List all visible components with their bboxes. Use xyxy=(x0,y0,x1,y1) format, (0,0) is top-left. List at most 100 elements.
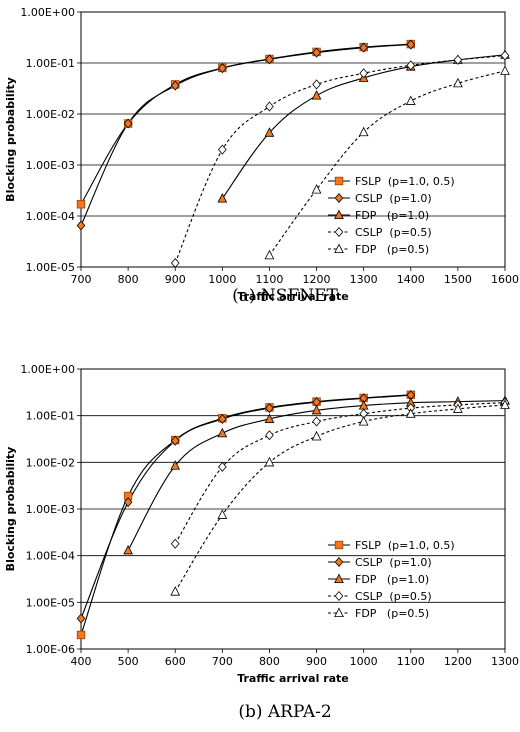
y-axis-title: Blocking probability xyxy=(4,77,17,202)
series-1-point xyxy=(76,613,86,624)
y-tick-label: 1.00E-05 xyxy=(26,596,75,609)
legend-marker xyxy=(334,556,344,568)
x-tick-label: 1200 xyxy=(303,273,331,286)
series-1-point xyxy=(265,403,274,414)
series-4-point xyxy=(453,403,463,413)
series-3-point xyxy=(265,101,274,112)
series-4-point xyxy=(311,430,322,441)
y-tick-label: 1.00E-04 xyxy=(26,550,75,563)
series-4-point xyxy=(264,456,275,467)
legend-label: FSLP (p=1.0, 0.5) xyxy=(355,539,455,552)
series-2-point xyxy=(311,90,322,100)
x-tick-label: 1500 xyxy=(444,273,472,286)
y-tick-label: 1.00E-03 xyxy=(26,159,75,172)
series-line-3 xyxy=(174,402,506,545)
series-1-point xyxy=(406,39,416,50)
legend-marker xyxy=(334,607,344,617)
x-tick-label: 700 xyxy=(212,655,233,668)
series-line-3 xyxy=(174,54,506,264)
series-0-point xyxy=(76,630,86,640)
series-2-point xyxy=(264,413,275,423)
series-4-point xyxy=(170,586,181,596)
y-tick-label: 1.00E+00 xyxy=(20,363,75,376)
x-tick-label: 1000 xyxy=(208,273,236,286)
series-1-point xyxy=(123,118,133,129)
series-2-point xyxy=(311,404,322,415)
legend-label: FDP (p=0.5) xyxy=(355,243,429,256)
y-tick-label: 1.00E-02 xyxy=(26,108,75,121)
x-axis-title: Traffic arrival rate xyxy=(237,290,349,303)
y-tick-label: 1.00E-01 xyxy=(26,57,75,70)
legend-label: CSLP (p=0.5) xyxy=(355,590,432,603)
series-3-point xyxy=(265,430,274,441)
x-tick-label: 1400 xyxy=(397,273,425,286)
figure-caption: (a) NSFNET xyxy=(232,286,338,306)
y-tick-label: 1.00E-02 xyxy=(26,456,75,469)
series-4-point xyxy=(405,95,416,105)
legend-marker xyxy=(334,243,344,254)
series-0-point xyxy=(76,200,86,209)
legend-marker xyxy=(334,590,344,602)
series-3-point xyxy=(500,50,510,61)
series-1-point xyxy=(218,63,227,74)
series-3-point xyxy=(170,538,180,549)
series-2-point xyxy=(217,427,228,438)
legend-marker xyxy=(334,573,344,583)
x-tick-label: 1200 xyxy=(444,655,472,668)
series-3-point xyxy=(312,416,321,427)
legend-marker xyxy=(334,176,344,186)
x-tick-label: 1100 xyxy=(255,273,283,286)
x-tick-label: 900 xyxy=(306,655,327,668)
figure-caption: (b) ARPA-2 xyxy=(238,702,331,722)
legend-marker xyxy=(334,209,344,220)
series-3-point xyxy=(453,54,463,65)
x-axis-title: Traffic arrival rate xyxy=(237,672,349,685)
x-tick-label: 700 xyxy=(71,273,92,286)
y-tick-label: 1.00E+00 xyxy=(20,6,75,19)
x-tick-label: 1600 xyxy=(491,273,519,286)
legend-marker xyxy=(334,540,344,550)
legend-label: CSLP (p=1.0) xyxy=(355,192,432,205)
legend-label: CSLP (p=0.5) xyxy=(355,226,432,239)
legend-marker xyxy=(334,192,344,204)
series-1-point xyxy=(123,497,133,508)
x-tick-label: 800 xyxy=(259,655,280,668)
series-2-point xyxy=(123,544,133,555)
series-1-point xyxy=(312,47,321,58)
x-tick-label: 1000 xyxy=(350,655,378,668)
series-4-point xyxy=(405,408,416,418)
legend-label: FDP (p=1.0) xyxy=(355,209,429,222)
y-axis-title: Blocking probability xyxy=(4,447,17,572)
chart-arpa2: 1.00E+00 1.00E-01 1.00E-02 1.00E-03 1.00E-04… xyxy=(4,363,519,722)
x-tick-label: 400 xyxy=(71,655,92,668)
x-tick-label: 800 xyxy=(118,273,139,286)
legend-marker xyxy=(334,226,344,238)
y-tick-label: 1.00E-06 xyxy=(26,643,75,656)
series-4-point xyxy=(500,399,510,409)
x-tick-label: 500 xyxy=(118,655,139,668)
series-3-point xyxy=(359,68,368,79)
series-3-point xyxy=(170,257,180,268)
x-tick-label: 600 xyxy=(165,655,186,668)
series-4-point xyxy=(358,126,369,137)
y-tick-label: 1.00E-03 xyxy=(26,503,75,516)
x-tick-label: 1300 xyxy=(491,655,519,668)
legend-label: FDP (p=1.0) xyxy=(355,573,429,586)
series-2-point xyxy=(170,460,181,470)
series-2-point xyxy=(264,127,275,137)
series-1-point xyxy=(76,220,86,231)
y-tick-label: 1.00E-05 xyxy=(26,261,75,274)
series-1-point xyxy=(265,54,274,65)
series-4-point xyxy=(500,65,510,75)
series-1-point xyxy=(218,413,227,424)
legend-label: CSLP (p=1.0) xyxy=(355,556,432,569)
series-3-point xyxy=(218,461,227,472)
legend-label: FSLP (p=1.0, 0.5) xyxy=(355,175,455,188)
legend-label: FDP (p=0.5) xyxy=(355,607,429,620)
series-4-point xyxy=(311,184,322,194)
y-tick-label: 1.00E-04 xyxy=(26,210,75,223)
series-1-point xyxy=(170,435,180,446)
series-4-point xyxy=(217,509,228,519)
x-tick-label: 900 xyxy=(165,273,186,286)
